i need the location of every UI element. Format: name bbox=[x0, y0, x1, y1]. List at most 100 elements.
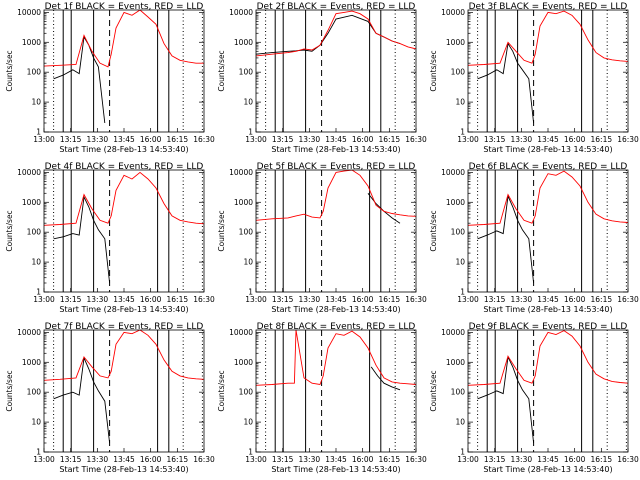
x-tick-label: 13:30 bbox=[511, 295, 533, 304]
lld-series-line bbox=[44, 171, 204, 226]
x-tick-label: 13:45 bbox=[325, 455, 347, 464]
panel-title: Det 6f BLACK = Events, RED = LLD bbox=[469, 162, 628, 172]
x-tick-label: 13:00 bbox=[245, 455, 267, 464]
y-tick-label: 10000 bbox=[441, 168, 465, 177]
y-axis-label: Counts/sec bbox=[429, 210, 438, 251]
x-axis-label: Start Time (28-Feb-13 14:53:40) bbox=[483, 465, 612, 474]
x-tick-label: 13:30 bbox=[87, 135, 109, 144]
y-tick-label: 1000 bbox=[446, 358, 465, 367]
x-axis-label: Start Time (28-Feb-13 14:53:40) bbox=[271, 465, 400, 474]
y-tick-label: 10 bbox=[31, 258, 41, 267]
panel-title: Det 2f BLACK = Events, RED = LLD bbox=[257, 2, 416, 12]
y-axis-label: Counts/sec bbox=[217, 370, 226, 411]
y-tick-label: 1 bbox=[36, 288, 41, 297]
x-tick-label: 16:15 bbox=[379, 135, 401, 144]
events-series-line bbox=[370, 366, 401, 391]
panel-title: Det 7f BLACK = Events, RED = LLD bbox=[45, 322, 204, 332]
y-tick-label: 10000 bbox=[229, 328, 253, 337]
y-tick-label: 1 bbox=[36, 448, 41, 457]
x-tick-label: 13:30 bbox=[87, 455, 109, 464]
detector-panel-7: Det 7f BLACK = Events, RED = LLD Counts/s… bbox=[5, 322, 215, 474]
x-tick-label: 16:00 bbox=[352, 455, 374, 464]
y-tick-label: 100 bbox=[239, 388, 254, 397]
plot-frame bbox=[43, 9, 205, 133]
y-tick-label: 1 bbox=[460, 448, 465, 457]
y-tick-label: 10000 bbox=[17, 168, 41, 177]
y-tick-label: 1000 bbox=[234, 198, 253, 207]
y-tick-label: 100 bbox=[239, 68, 254, 77]
x-tick-label: 13:45 bbox=[537, 455, 559, 464]
plot-frame bbox=[255, 329, 417, 453]
x-axis-label: Start Time (28-Feb-13 14:53:40) bbox=[271, 305, 400, 314]
x-tick-label: 16:30 bbox=[405, 295, 427, 304]
y-axis-label: Counts/sec bbox=[5, 50, 14, 91]
x-tick-label: 16:15 bbox=[591, 135, 613, 144]
detector-panel-2: Det 2f BLACK = Events, RED = LLD Counts/s… bbox=[217, 2, 427, 154]
x-tick-label: 13:45 bbox=[113, 135, 135, 144]
y-tick-label: 1000 bbox=[446, 38, 465, 47]
plot-frame bbox=[467, 169, 629, 293]
x-tick-label: 13:00 bbox=[33, 135, 55, 144]
x-tick-label: 13:15 bbox=[484, 295, 506, 304]
y-tick-label: 10000 bbox=[441, 8, 465, 17]
x-tick-label: 13:45 bbox=[113, 295, 135, 304]
x-tick-label: 16:30 bbox=[193, 455, 215, 464]
detector-panel-5: Det 5f BLACK = Events, RED = LLD Counts/s… bbox=[217, 162, 427, 314]
lld-series-line bbox=[468, 170, 628, 226]
x-tick-label: 16:15 bbox=[379, 455, 401, 464]
detector-panel-9: Det 9f BLACK = Events, RED = LLD Counts/s… bbox=[429, 322, 639, 474]
y-tick-label: 1000 bbox=[234, 38, 253, 47]
x-tick-label: 16:30 bbox=[405, 455, 427, 464]
y-tick-label: 100 bbox=[239, 228, 254, 237]
x-tick-label: 13:30 bbox=[511, 135, 533, 144]
detector-panel-3: Det 3f BLACK = Events, RED = LLD Counts/s… bbox=[429, 2, 639, 154]
x-tick-label: 16:15 bbox=[167, 135, 189, 144]
x-tick-label: 13:00 bbox=[457, 455, 479, 464]
x-tick-label: 13:30 bbox=[299, 455, 321, 464]
plot-frame bbox=[255, 9, 417, 133]
y-tick-label: 10000 bbox=[441, 328, 465, 337]
y-axis-label: Counts/sec bbox=[429, 370, 438, 411]
x-tick-label: 13:45 bbox=[113, 455, 135, 464]
y-tick-label: 1000 bbox=[22, 198, 41, 207]
y-tick-label: 10 bbox=[243, 98, 253, 107]
panel-title: Det 8f BLACK = Events, RED = LLD bbox=[257, 322, 416, 332]
x-tick-label: 13:00 bbox=[245, 135, 267, 144]
detector-panel-6: Det 6f BLACK = Events, RED = LLD Counts/s… bbox=[429, 162, 639, 314]
x-tick-label: 16:00 bbox=[352, 135, 374, 144]
y-tick-label: 1000 bbox=[446, 198, 465, 207]
y-tick-label: 10 bbox=[31, 98, 41, 107]
panel-title: Det 5f BLACK = Events, RED = LLD bbox=[257, 162, 416, 172]
y-tick-label: 10 bbox=[455, 258, 465, 267]
y-tick-label: 10 bbox=[455, 418, 465, 427]
plot-frame bbox=[467, 329, 629, 453]
x-tick-label: 16:00 bbox=[352, 295, 374, 304]
y-tick-label: 1 bbox=[248, 128, 253, 137]
lld-series-line bbox=[44, 10, 204, 68]
x-tick-label: 16:15 bbox=[167, 295, 189, 304]
y-tick-label: 10 bbox=[243, 418, 253, 427]
x-tick-label: 16:00 bbox=[564, 295, 586, 304]
x-tick-label: 16:00 bbox=[140, 295, 162, 304]
y-tick-label: 1 bbox=[248, 448, 253, 457]
x-axis-label: Start Time (28-Feb-13 14:53:40) bbox=[59, 305, 188, 314]
y-tick-label: 10000 bbox=[17, 328, 41, 337]
y-axis-label: Counts/sec bbox=[217, 210, 226, 251]
y-axis-label: Counts/sec bbox=[217, 50, 226, 91]
x-tick-label: 13:15 bbox=[484, 455, 506, 464]
x-tick-label: 13:00 bbox=[457, 135, 479, 144]
x-tick-label: 13:15 bbox=[60, 455, 82, 464]
x-tick-label: 13:45 bbox=[325, 135, 347, 144]
x-axis-label: Start Time (28-Feb-13 14:53:40) bbox=[271, 145, 400, 154]
x-tick-label: 13:30 bbox=[87, 295, 109, 304]
y-tick-label: 100 bbox=[27, 68, 42, 77]
y-tick-label: 10000 bbox=[229, 168, 253, 177]
panel-title: Det 4f BLACK = Events, RED = LLD bbox=[45, 162, 204, 172]
events-series-line bbox=[477, 355, 535, 444]
x-tick-label: 13:15 bbox=[272, 455, 294, 464]
x-tick-label: 13:00 bbox=[33, 455, 55, 464]
detector-panel-4: Det 4f BLACK = Events, RED = LLD Counts/s… bbox=[5, 162, 215, 314]
x-tick-label: 16:00 bbox=[564, 455, 586, 464]
y-axis-label: Counts/sec bbox=[5, 370, 14, 411]
